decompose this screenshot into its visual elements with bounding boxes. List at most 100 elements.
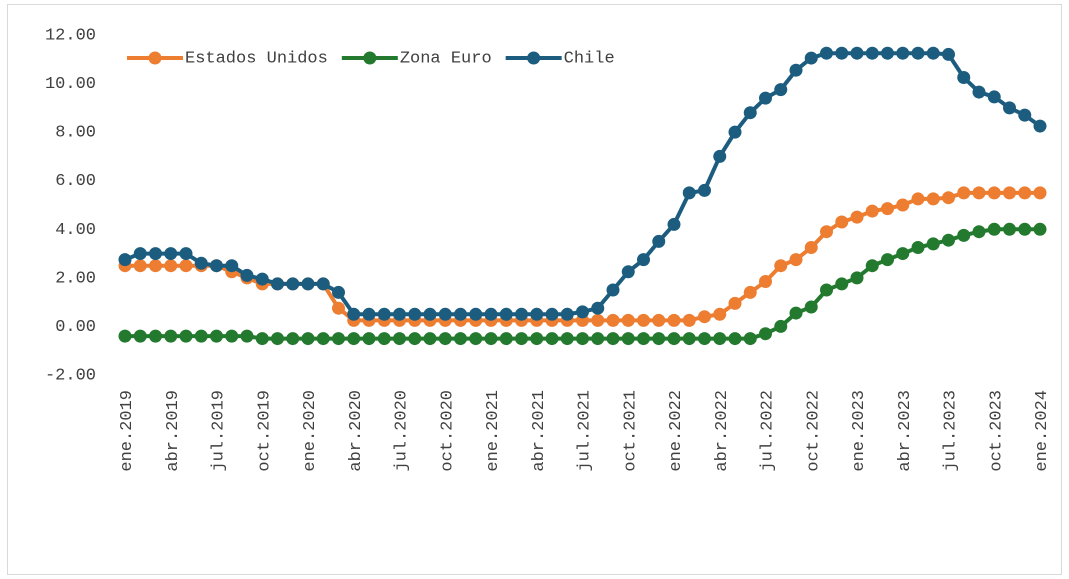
data-point (850, 210, 864, 224)
data-point (545, 332, 559, 346)
data-point (1018, 222, 1032, 236)
x-tick-label: oct.2019 (255, 390, 274, 472)
data-point (728, 332, 742, 346)
data-point (926, 192, 940, 206)
x-tick-label: jul.2023 (942, 390, 961, 472)
data-point (835, 46, 849, 60)
data-point (255, 332, 269, 346)
data-point (774, 319, 788, 333)
data-point (118, 329, 132, 343)
data-point (332, 332, 345, 346)
data-point (210, 259, 223, 273)
data-point (789, 63, 803, 77)
data-point (621, 332, 635, 346)
data-point (606, 313, 620, 327)
data-point (850, 271, 864, 285)
data-point (820, 283, 833, 297)
data-point (332, 285, 345, 299)
data-point (240, 329, 254, 343)
data-point (804, 51, 818, 65)
data-point (149, 247, 162, 261)
data-point (408, 332, 422, 346)
x-tick-label: ene.2020 (301, 390, 320, 472)
data-point (118, 253, 132, 267)
y-tick-label: 8.00 (55, 124, 96, 143)
data-point (896, 46, 910, 60)
data-point (179, 259, 193, 273)
data-point (149, 259, 162, 273)
data-point (621, 313, 635, 327)
data-point (835, 215, 849, 229)
data-point (347, 307, 361, 321)
y-tick-label: 4.00 (55, 221, 96, 240)
data-point (942, 233, 955, 247)
data-point (133, 329, 147, 343)
data-point (454, 307, 467, 321)
data-point (225, 329, 239, 343)
data-point (194, 329, 208, 343)
data-point (408, 307, 422, 321)
data-point (667, 332, 681, 346)
data-point (515, 332, 528, 346)
data-point (393, 332, 406, 346)
data-point (667, 313, 681, 327)
data-point (835, 277, 849, 291)
data-point (774, 83, 788, 97)
data-point (515, 307, 528, 321)
data-point (698, 310, 711, 324)
data-point (728, 125, 742, 139)
data-point (637, 332, 650, 346)
data-point (499, 332, 513, 346)
data-point (896, 247, 910, 261)
legend-label: Estados Unidos (185, 49, 328, 68)
data-point (652, 313, 666, 327)
data-point (987, 90, 1001, 104)
x-tick-label: oct.2021 (621, 390, 640, 472)
data-point (164, 247, 178, 261)
data-point (133, 259, 147, 273)
data-point (286, 277, 300, 291)
data-point (377, 332, 391, 346)
x-tick-label: abr.2023 (896, 390, 915, 472)
data-point (743, 285, 757, 299)
x-tick-label: jul.2020 (393, 390, 412, 472)
data-point (393, 307, 406, 321)
data-point (957, 186, 971, 200)
chart-frame (7, 4, 1062, 575)
data-point (164, 259, 178, 273)
data-point (682, 186, 696, 200)
x-tick-label: ene.2023 (850, 390, 869, 472)
data-point (316, 332, 330, 346)
y-tick-label: 12.00 (45, 26, 96, 45)
data-point (362, 332, 376, 346)
x-tick-label: ene.2021 (484, 390, 503, 472)
data-point (896, 198, 910, 212)
data-point (530, 307, 544, 321)
data-point (347, 332, 361, 346)
data-point (576, 332, 589, 346)
data-point (255, 272, 269, 286)
data-point (911, 192, 925, 206)
data-point (652, 234, 666, 248)
data-point (240, 268, 254, 282)
data-point (530, 332, 544, 346)
data-point (469, 332, 483, 346)
data-point (606, 283, 620, 297)
data-point (1018, 108, 1032, 122)
data-point (606, 332, 620, 346)
data-point (972, 85, 986, 99)
data-point (591, 301, 605, 315)
data-point (865, 204, 879, 218)
data-point (865, 259, 879, 273)
data-point (713, 332, 727, 346)
legend-label: Zona Euro (400, 49, 492, 68)
data-point (1033, 222, 1047, 236)
data-point (545, 307, 559, 321)
data-point (454, 332, 467, 346)
data-point (560, 307, 574, 321)
data-point (637, 313, 650, 327)
data-point (698, 183, 711, 197)
data-point (377, 307, 391, 321)
y-tick-label: 0.00 (55, 318, 96, 337)
